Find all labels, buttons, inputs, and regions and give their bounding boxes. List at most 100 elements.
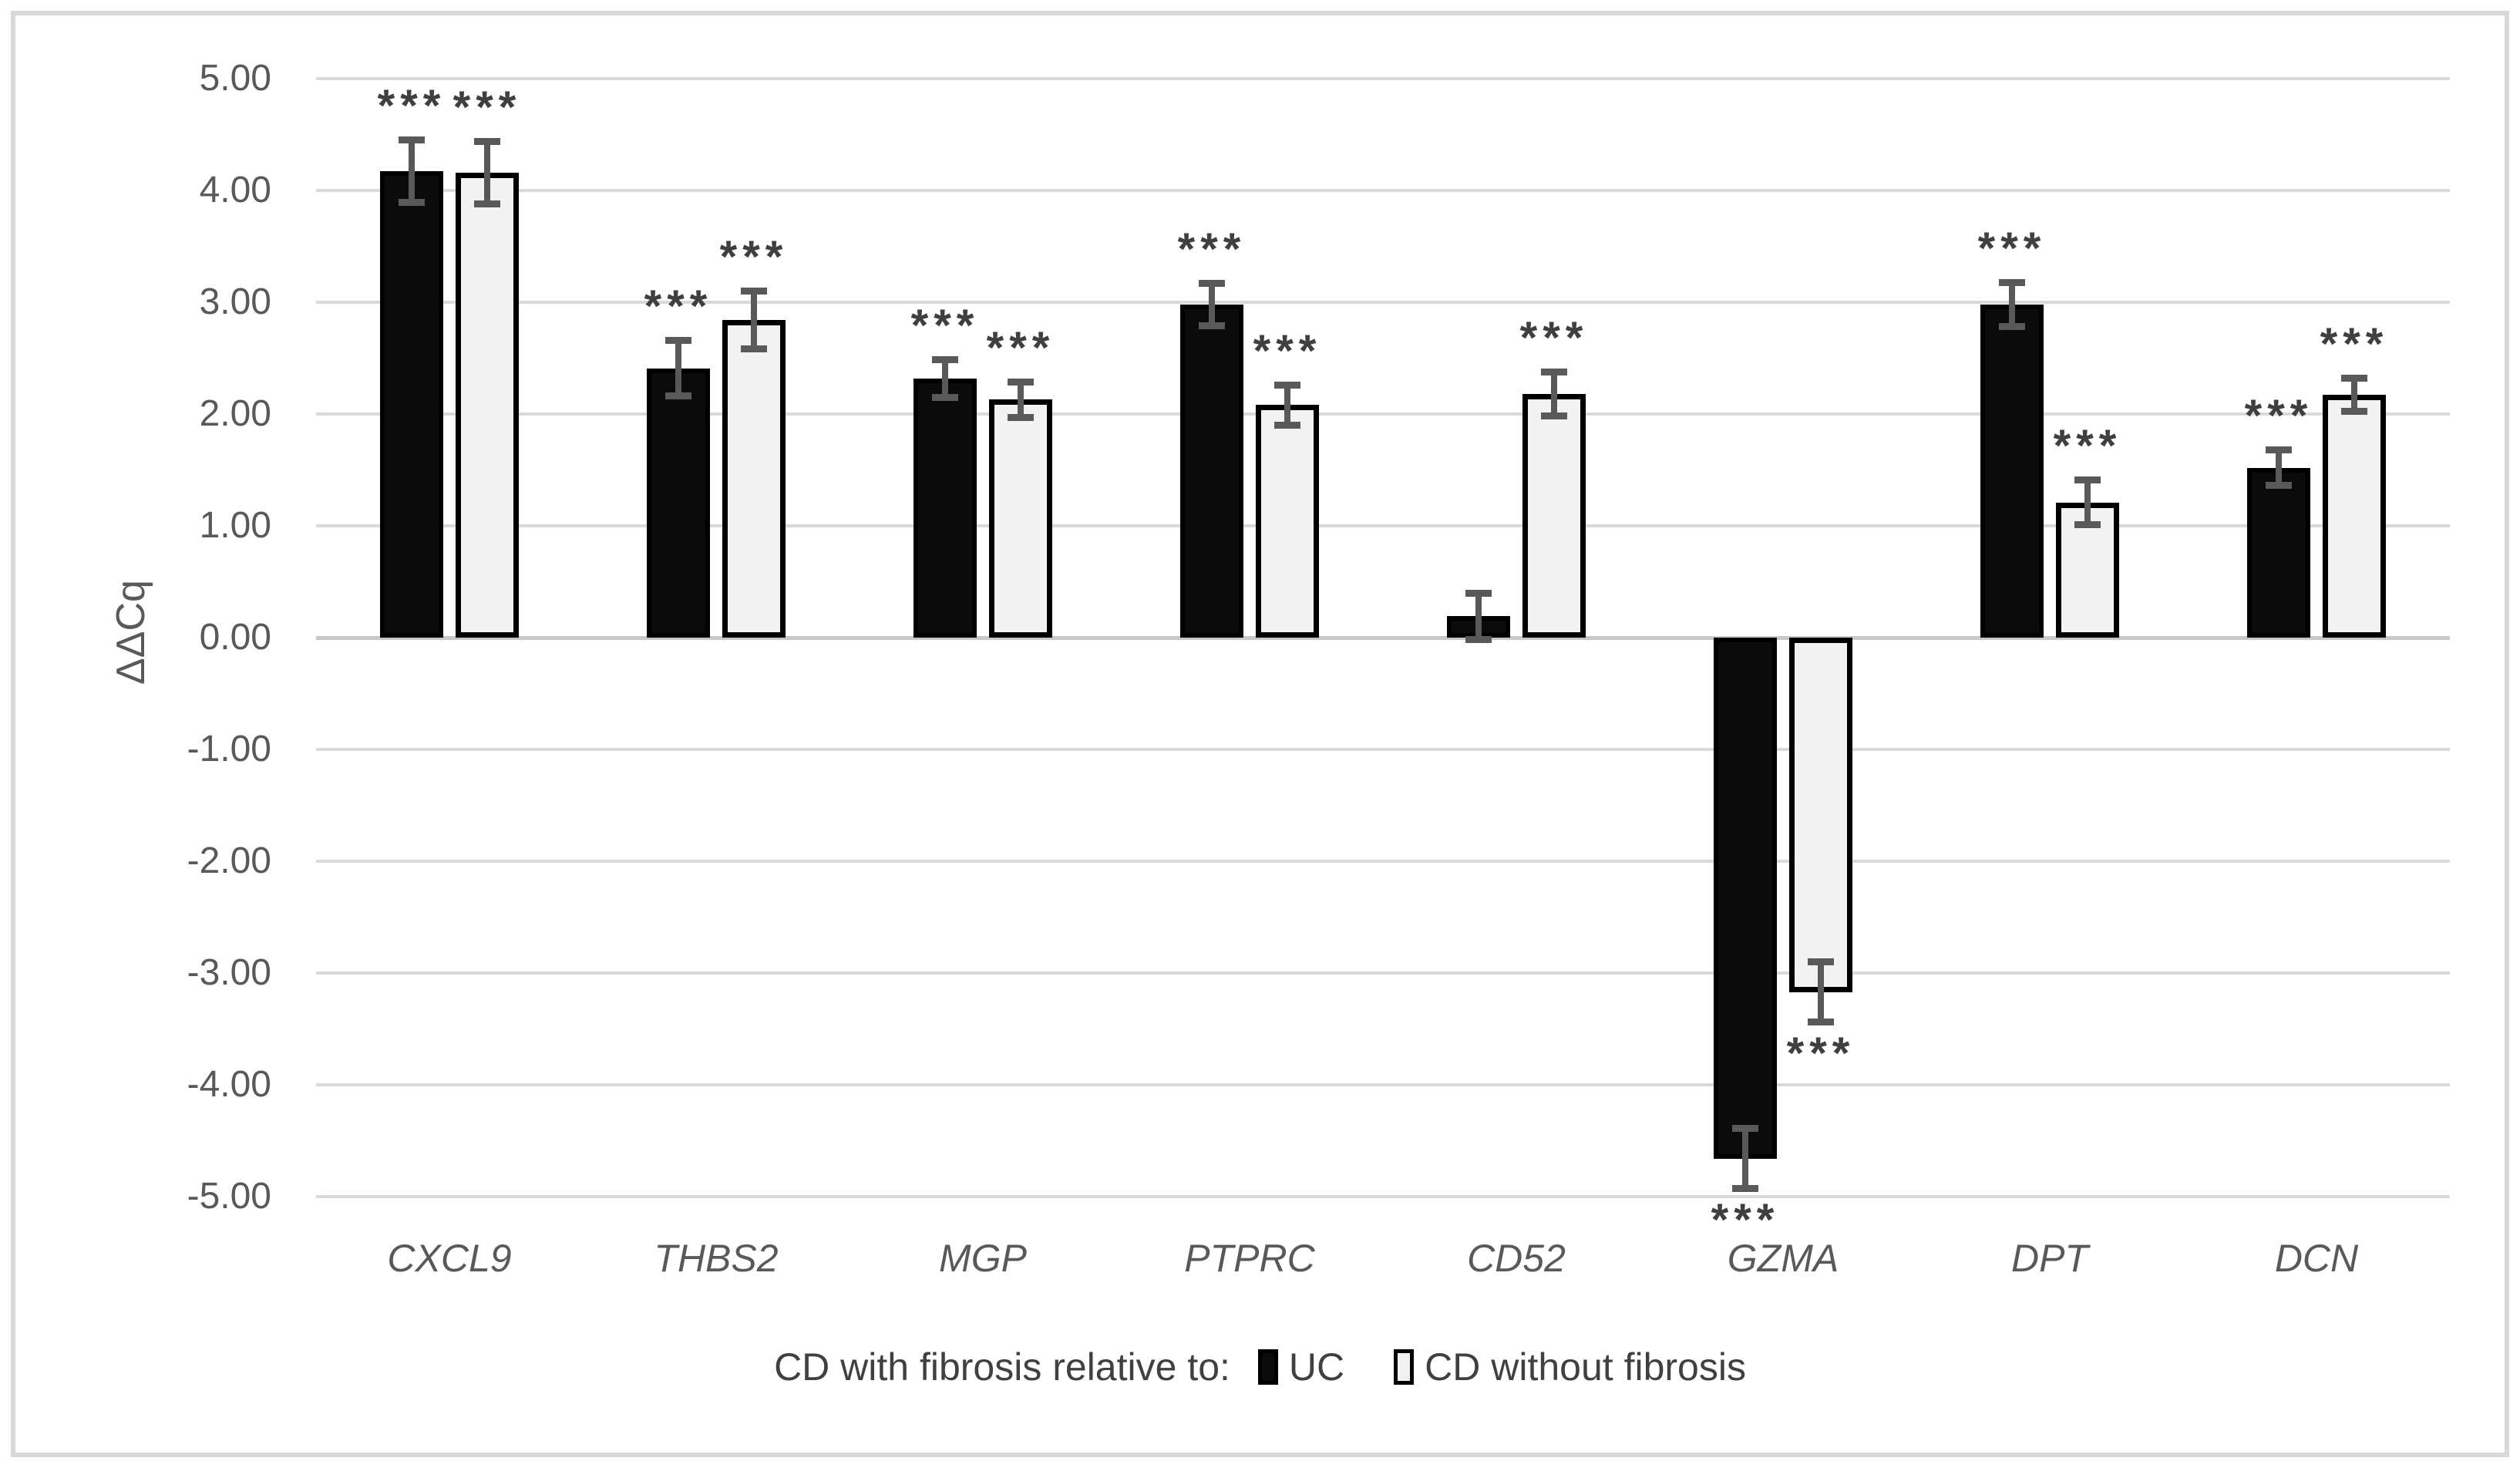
x-category-label: DPT [2011,1237,2088,1280]
error-bar-cap [1808,1019,1834,1026]
bar-gzma-cd [1789,638,1852,992]
error-bar-line [1284,381,1290,429]
error-bar-cap [1541,412,1567,420]
legend-label-uc: UC [1288,1345,1345,1389]
error-bar [665,336,691,400]
error-bar [2074,476,2101,528]
bar-gzma-uc [1714,638,1777,1159]
y-axis-title: ΔΔCq [109,580,153,685]
error-bar-line [1818,958,1824,1026]
x-category-label: CXCL9 [387,1237,512,1280]
bar-dcn-uc [2247,467,2310,638]
error-bar-cap [1008,413,1034,421]
error-bar-cap [474,200,500,207]
error-bar-line [675,336,681,400]
significance-marker: *** [1177,224,1247,274]
y-tick-label: 1.00 [199,505,271,546]
error-bar-cap [399,199,425,207]
error-bar [741,288,767,353]
y-tick-label: -3.00 [187,952,271,993]
legend-swatch-uc-icon [1257,1349,1278,1385]
error-bar-cap [741,288,767,295]
x-category-label: DCN [2274,1237,2359,1280]
legend-label-cd: CD without fibrosis [1425,1345,1746,1389]
error-bar [474,137,500,207]
bar-ptprc-uc [1180,304,1243,638]
y-tick-label: -4.00 [187,1064,271,1105]
x-category-label: CD52 [1467,1237,1566,1280]
significance-marker: *** [2053,421,2122,472]
error-bar-line [409,136,415,207]
error-bar-cap [1999,323,2025,331]
bar-cd52-cd [1522,393,1586,638]
error-bar-cap [2266,446,2292,454]
error-bar [1732,1125,1758,1193]
error-bar-cap [2074,476,2101,484]
error-bar-line [1551,368,1557,420]
gridline [316,971,2450,975]
error-bar-cap [2074,520,2101,528]
bar-cxcl9-uc [380,171,443,638]
gridline [316,860,2450,863]
bar-mgp-uc [913,378,977,638]
x-category-label: MGP [939,1237,1027,1280]
gridline [316,77,2450,80]
y-tick-label: -5.00 [187,1176,271,1217]
x-category-label: GZMA [1727,1237,1839,1280]
error-bar-cap [474,137,500,145]
error-bar-line [1209,280,1215,329]
bar-dpt-uc [1980,304,2044,638]
error-bar-cap [399,136,425,144]
gridline [316,748,2450,751]
error-bar [932,355,958,401]
significance-marker: *** [1786,1029,1856,1079]
error-bar-cap [1999,278,2025,286]
significance-marker: *** [1977,223,2047,274]
bar-thbs2-cd [722,320,786,638]
gridline [316,1083,2450,1086]
error-bar-cap [932,355,958,363]
error-bar [2341,375,2367,416]
significance-marker: *** [1519,312,1589,363]
error-bar [1999,278,2025,331]
gridline [316,524,2450,527]
error-bar-line [484,137,490,207]
y-tick-label: -2.00 [187,840,271,881]
error-bar [399,136,425,207]
error-bar-cap [1732,1185,1758,1193]
error-bar-cap [2341,408,2367,416]
y-tick-label: 3.00 [199,281,271,322]
error-bar-cap [1541,368,1567,375]
error-bar-line [1018,378,1024,421]
gridline [316,1195,2450,1198]
error-bar-line [942,355,948,401]
error-bar-cap [1199,280,1225,287]
error-bar-line [2084,476,2091,528]
error-bar-cap [1465,589,1492,597]
y-tick-label: -1.00 [187,729,271,769]
error-bar-cap [665,392,691,400]
error-bar [1008,378,1034,421]
gridline [316,412,2450,416]
error-bar-cap [665,336,691,344]
gridline [316,189,2450,192]
legend: CD with fibrosis relative to: UC CD with… [0,1345,2520,1389]
error-bar-cap [1465,636,1492,644]
error-bar-cap [1199,322,1225,329]
error-bar-cap [1732,1125,1758,1133]
error-bar [1541,368,1567,420]
significance-marker: *** [910,300,980,351]
significance-marker: *** [986,322,1055,373]
error-bar [1465,589,1492,644]
error-bar [2266,446,2292,490]
error-bar-line [2351,375,2357,416]
error-bar-line [1475,589,1482,644]
significance-marker: *** [644,281,713,332]
error-bar-cap [2266,482,2292,490]
error-bar-line [2009,278,2015,331]
bar-ptprc-cd [1256,405,1319,638]
error-bar [1199,280,1225,329]
x-category-label: PTPRC [1184,1237,1315,1280]
error-bar-cap [741,345,767,353]
